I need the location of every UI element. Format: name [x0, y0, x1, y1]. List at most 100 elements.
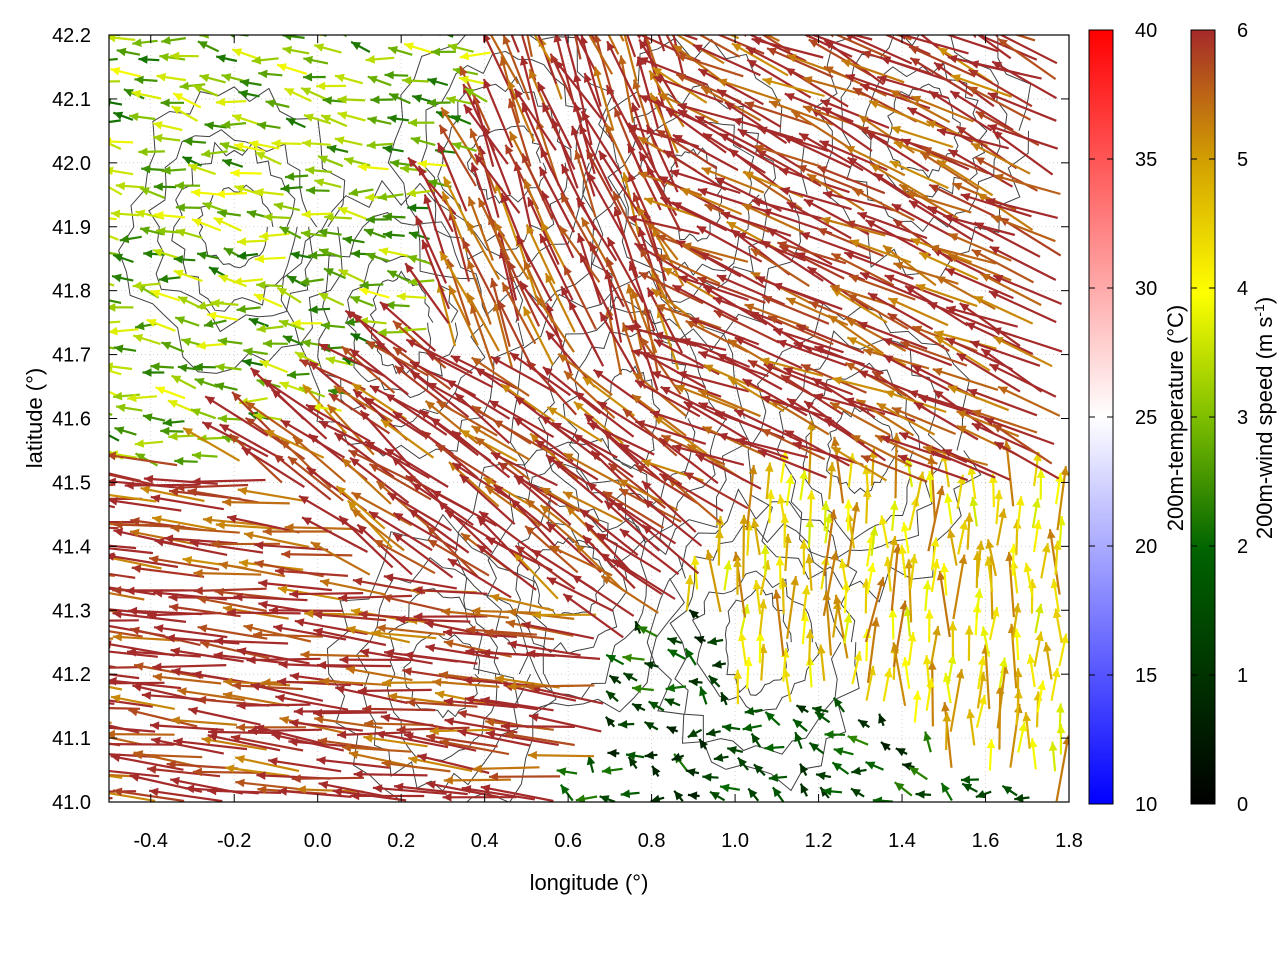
wind-arrow-head	[384, 648, 394, 658]
wind-arrow-head	[897, 454, 908, 463]
wind-arrow-head	[926, 120, 937, 129]
wind-arrow-head	[86, 749, 95, 758]
wind-arrow-head	[888, 9, 898, 17]
wind-arrow-head	[154, 538, 165, 547]
wind-arrow-shaft	[587, 421, 655, 456]
wind-arrow-head	[406, 188, 417, 198]
wind-arrow-head	[109, 640, 112, 649]
wind-arrow-head	[631, 394, 642, 404]
y-tick-label: 41.1	[52, 728, 91, 750]
wind-arrow-head	[282, 35, 292, 41]
wind-arrow-head	[564, 371, 574, 381]
x-tick-label: 1.4	[888, 830, 916, 852]
wind-arrow-head	[109, 303, 116, 312]
wind-tick-label: 1	[1237, 665, 1248, 687]
wind-arrow-shaft	[461, 238, 497, 304]
wind-arrow-head	[431, 490, 442, 499]
wind-arrow-head	[717, 78, 728, 87]
wind-arrow-head	[246, 209, 257, 219]
wind-arrow-head	[908, 390, 919, 399]
x-tick-label: -0.4	[134, 830, 168, 852]
wind-arrow-head	[425, 643, 435, 653]
wind-arrow-head	[989, 246, 1000, 255]
wind-arrow-head	[216, 54, 226, 63]
wind-arrow-head	[235, 755, 245, 764]
wind-arrow-shaft	[461, 786, 535, 801]
wind-arrow-head	[762, 77, 773, 86]
wind-arrow-head	[429, 726, 439, 736]
wind-arrow-head	[112, 273, 122, 283]
wind-arrow-head	[626, 751, 636, 761]
wind-arrow-head	[637, 626, 648, 635]
wind-arrow-shaft	[786, 201, 852, 240]
wind-arrow-shaft	[424, 400, 479, 445]
wind-arrow-head	[378, 247, 389, 256]
wind-arrow-head	[259, 360, 270, 369]
wind-arrow-shaft	[938, 570, 951, 638]
wind-arrow-shaft	[893, 262, 959, 285]
wind-arrow-head	[720, 783, 730, 793]
wind-arrow-head	[109, 451, 117, 461]
wind-arrow-head	[478, 198, 487, 208]
wind-arrow-head	[197, 695, 207, 705]
wind-arrow-shaft	[467, 196, 494, 261]
wind-arrow-shaft	[918, 251, 979, 281]
wind-arrow-head	[656, 234, 667, 243]
wind-arrow-head	[219, 424, 230, 433]
wind-arrow-head	[941, 783, 950, 793]
wind-arrow-head	[732, 551, 742, 562]
wind-arrow-head	[360, 410, 370, 421]
wind-arrow-head	[781, 375, 791, 384]
wind-arrow-head	[109, 137, 112, 146]
wind-arrow-head	[94, 248, 104, 257]
wind-arrow-head	[221, 73, 232, 82]
wind-arrow-head	[232, 48, 243, 57]
wind-arrow-shaft	[549, 545, 613, 577]
wind-arrow-head	[237, 237, 247, 246]
wind-arrow-shaft	[580, 110, 623, 175]
wind-arrow-head	[450, 355, 461, 364]
wind-arrow-head	[902, 762, 912, 771]
wind-arrow-shaft	[573, 35, 582, 60]
wind-arrow-head	[742, 204, 753, 212]
wind-arrow-head	[619, 488, 630, 497]
wind-arrow-head	[282, 45, 293, 55]
wind-arrow-shaft	[741, 378, 808, 417]
wind-arrow-shaft	[109, 707, 141, 710]
wind-arrow-head	[365, 215, 375, 224]
wind-arrow-head	[521, 103, 530, 113]
wind-arrow-head	[254, 254, 265, 264]
wind-arrow-head	[793, 719, 803, 729]
wind-arrow-shaft	[942, 448, 1011, 481]
wind-arrow-shaft	[672, 444, 745, 466]
wind-arrow-head	[1043, 642, 1052, 652]
wind-arrow-head	[209, 267, 219, 276]
wind-arrow-head	[866, 131, 877, 140]
wind-arrow-shaft	[814, 345, 884, 375]
wind-arrow-head	[971, 143, 981, 152]
wind-arrow-head	[606, 85, 615, 96]
wind-arrow-head	[438, 501, 448, 511]
wind-arrow-head	[1014, 793, 1024, 802]
wind-arrow-shaft	[393, 785, 468, 796]
wind-arrow-shaft	[823, 509, 836, 576]
wind-arrow-head	[526, 649, 536, 659]
wind-arrow-head	[174, 456, 184, 466]
wind-arrow-head	[773, 328, 784, 337]
wind-arrow-shaft	[459, 473, 516, 526]
wind-arrow-head	[193, 362, 203, 372]
wind-arrow-head	[1035, 603, 1044, 614]
wind-arrow-shaft	[790, 109, 850, 149]
wind-arrow-head	[202, 515, 213, 525]
wind-arrow-head	[623, 673, 634, 682]
wind-arrow-head	[929, 244, 940, 253]
wind-arrow-head	[683, 401, 694, 410]
wind-arrow-head	[178, 296, 188, 305]
wind-arrow-head	[927, 660, 937, 670]
wind-arrow-head	[480, 784, 491, 793]
wind-arrow-head	[464, 104, 473, 115]
wind-arrow-head	[342, 743, 352, 753]
wind-arrow-head	[816, 771, 826, 781]
wind-arrow-shaft	[147, 611, 222, 617]
wind-arrow-head	[134, 662, 144, 671]
